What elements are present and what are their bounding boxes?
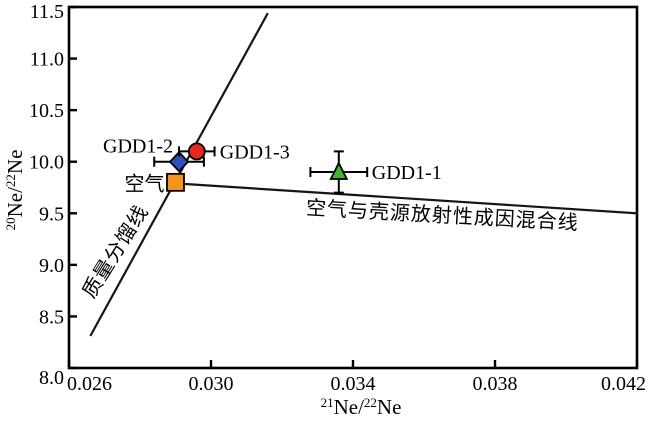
x-tick-label: 0.026 (67, 373, 112, 395)
y-tick-label: 9.5 (39, 203, 64, 225)
GDD1-2-marker-diamond (168, 150, 190, 173)
plot-border (67, 5, 639, 370)
air-crustal-radiogenic-mixing-line-label: 空气与壳源放射性成因混合线 (305, 196, 579, 234)
x-tick-label: 0.034 (331, 373, 376, 395)
air-crustal-radiogenic-mixing-line (175, 182, 638, 215)
x-tick-label: 0.042 (601, 373, 646, 395)
x-tick-label: 0.030 (189, 373, 234, 395)
mass-fractionation-line-label: 质量分馏线 (78, 201, 153, 302)
y-tick-label: 11.5 (30, 1, 64, 23)
GDD1-3-marker-circle (187, 142, 206, 161)
空气-marker-square (166, 172, 185, 192)
y-tick-label: 10.0 (29, 152, 64, 174)
GDD1-1-marker-triangle (329, 161, 349, 180)
x-tick-label: 0.038 (473, 373, 518, 395)
GDD1-3-label: GDD1-3 (220, 141, 290, 163)
空气-label: 空气 (125, 172, 165, 195)
GDD1-1-label: GDD1-1 (372, 162, 442, 184)
x-axis-title: 21Ne/22Ne (321, 395, 402, 419)
y-tick-label: 10.5 (29, 100, 64, 122)
y-tick-label: 8.5 (39, 306, 64, 328)
GDD1-2-label: GDD1-2 (103, 136, 173, 158)
y-tick-label: 8.0 (39, 367, 64, 389)
y-tick-label: 9.0 (39, 255, 64, 277)
y-tick-label: 11.0 (30, 49, 64, 71)
y-axis-title: 20Ne/22Ne (3, 150, 27, 231)
